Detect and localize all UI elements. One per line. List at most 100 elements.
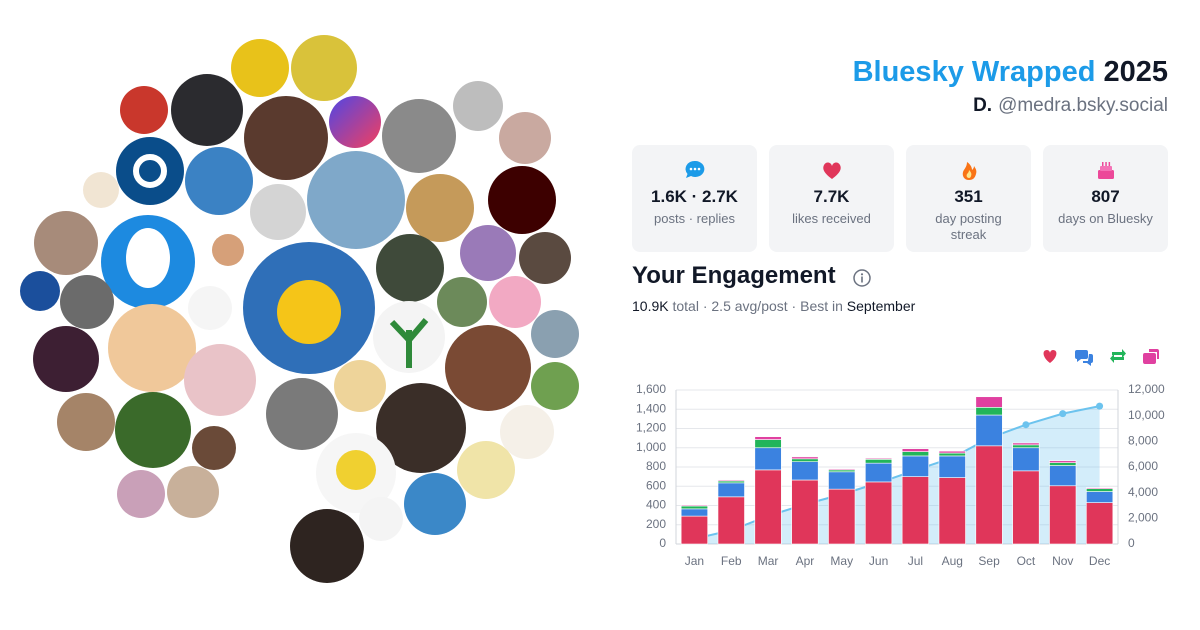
bar-segment [1049, 465, 1077, 487]
stat-icon [685, 160, 704, 178]
stat-card: 351 day posting streak [906, 145, 1031, 252]
bar-segment [865, 459, 893, 464]
bar-segment [901, 451, 929, 457]
y2-tick-label: 4,000 [1128, 485, 1158, 499]
line-point [1096, 402, 1104, 410]
x-tick-label: Apr [796, 554, 815, 568]
y-tick-label: 1,400 [636, 401, 666, 415]
avatar-cloud [20, 35, 579, 583]
x-tick-label: Nov [1052, 554, 1073, 568]
y-tick-label: 1,000 [636, 440, 666, 454]
title-brand: Bluesky Wrapped [852, 56, 1096, 88]
y2-tick-label: 10,000 [1128, 408, 1165, 422]
display-name: D. [973, 95, 993, 116]
y2-tick-label: 6,000 [1128, 459, 1158, 473]
y2-tick-label: 8,000 [1128, 434, 1158, 448]
legend-icon [1075, 350, 1093, 366]
bar-segment [1012, 447, 1040, 472]
bar-segment [680, 504, 708, 507]
legend-icon [1110, 349, 1126, 363]
bar-segment [901, 476, 929, 545]
engagement-summary: 10.9K total · 2.5 avg/post · Best in Sep… [632, 298, 915, 314]
stat-value: 351 [954, 187, 983, 206]
bar-segment [938, 477, 966, 545]
bar-segment [791, 461, 819, 481]
bar-segment [828, 468, 856, 471]
bar-segment [680, 508, 708, 517]
bar-segment [754, 436, 782, 440]
stat-card: 7.7K likes received [769, 145, 894, 252]
avatars [20, 35, 579, 583]
bar-segment [1086, 488, 1114, 492]
line-point [1059, 410, 1067, 418]
bar-segment [791, 458, 819, 463]
x-tick-label: Jul [908, 554, 923, 568]
y2-tick-label: 2,000 [1128, 511, 1158, 525]
x-tick-label: Jun [869, 554, 888, 568]
y-tick-label: 1,200 [636, 421, 666, 435]
stat-label: days on Bluesky [1058, 211, 1153, 226]
stat-label: likes received [792, 211, 871, 226]
bar-segment [975, 445, 1003, 545]
bar-segment [791, 479, 819, 545]
engagement-chart: 0 200 400 600 800 1,000 1,200 1,400 1,600 0 2,000 4… [636, 349, 1165, 568]
user-line: D. @medra.bsky.social [973, 95, 1168, 117]
bar-segment [1049, 485, 1077, 545]
x-tick-label: Oct [1017, 554, 1036, 568]
stat-value: 807 [1091, 187, 1120, 206]
bar-segment [1086, 491, 1114, 503]
x-tick-label: Dec [1089, 554, 1110, 568]
bar-segment [717, 482, 745, 498]
handle: @medra.bsky.social [998, 95, 1168, 116]
bar-segment [1012, 442, 1040, 446]
stat-value: 7.7K [813, 187, 850, 206]
bar-segment [1012, 444, 1040, 449]
info-icon[interactable] [852, 268, 872, 288]
stat-value: 1.6K · 2.7K [651, 187, 738, 206]
bar-segment [901, 455, 929, 477]
legend-icon [1043, 350, 1057, 363]
bar-segment [975, 407, 1003, 416]
bar-segment [717, 496, 745, 545]
stat-card: 1.6K · 2.7K posts · replies [632, 145, 757, 252]
bar-segment [901, 448, 929, 452]
bar-segment [938, 450, 966, 454]
total: 10.9K [632, 298, 669, 314]
y-tick-label: 0 [659, 536, 666, 550]
bar-segment [754, 447, 782, 471]
y-tick-label: 800 [646, 459, 666, 473]
x-tick-label: Sep [978, 554, 1000, 568]
y2-tick-label: 12,000 [1128, 382, 1165, 396]
y2-tick-label: 0 [1128, 536, 1135, 550]
stat-icon [822, 162, 841, 179]
stat-icon [962, 162, 976, 180]
bar-segment [680, 505, 708, 510]
bar-segment [865, 481, 893, 545]
bar-segment [791, 456, 819, 460]
x-tick-label: Mar [758, 554, 779, 568]
x-tick-label: Aug [942, 554, 963, 568]
line-point [1022, 421, 1030, 429]
legend-icon [1143, 349, 1159, 364]
bar-segment [865, 458, 893, 460]
section-heading: Your Engagement [632, 262, 836, 289]
title-year: 2025 [1103, 56, 1168, 88]
bar-segment [754, 439, 782, 449]
y-tick-label: 600 [646, 478, 666, 492]
stat-icon [1097, 162, 1114, 179]
title: Bluesky Wrapped 2025 [853, 56, 1168, 89]
x-tick-label: May [830, 554, 853, 568]
bar-segment [975, 396, 1003, 408]
bar-segment [1086, 487, 1114, 489]
bar-segment [754, 469, 782, 545]
y-tick-label: 400 [646, 498, 666, 512]
y-tick-label: 1,600 [636, 382, 666, 396]
bar-segment [680, 515, 708, 545]
best-month: September [846, 298, 916, 314]
bar-segment [1086, 502, 1114, 545]
y-tick-label: 200 [646, 517, 666, 531]
x-tick-label: Jan [685, 554, 704, 568]
bar-segment [1012, 470, 1040, 545]
x-tick-label: Feb [721, 554, 742, 568]
